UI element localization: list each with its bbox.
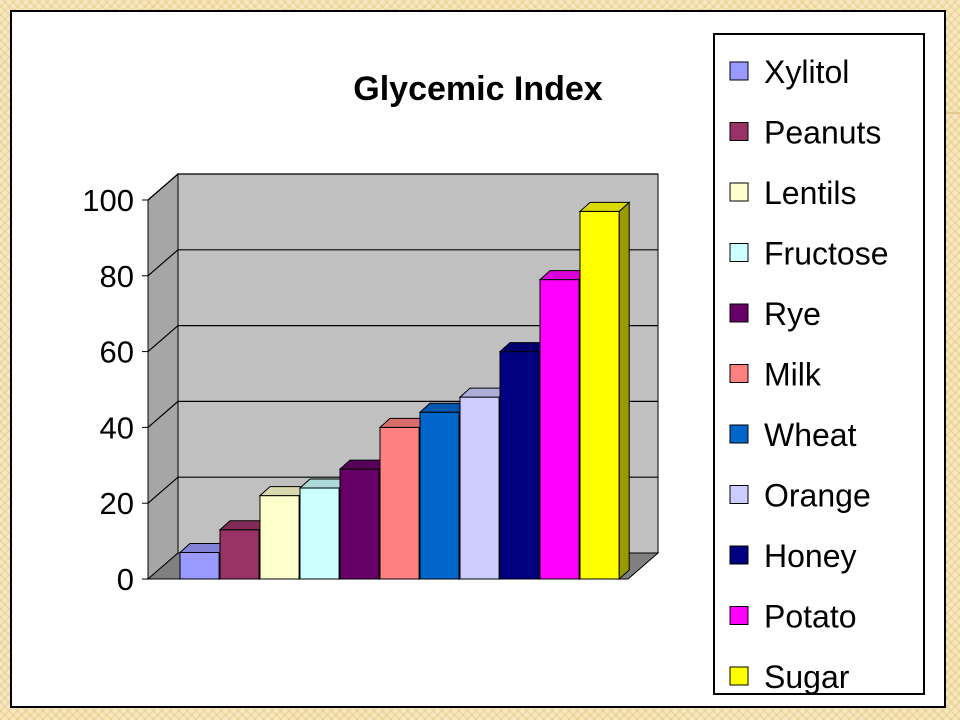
- y-tick-label-60: 60: [100, 335, 134, 370]
- legend: Xylitol Peanuts Lentils Fructose Rye Milk Whea…: [713, 33, 925, 695]
- bar-front-xylitol: [179, 551, 220, 580]
- legend-item-wheat: Wheat: [729, 417, 857, 453]
- gridline-80: [147, 249, 658, 277]
- bar-front-honey: [499, 351, 540, 580]
- chart-title: Glycemic Index: [353, 70, 603, 108]
- legend-swatch-milk: [729, 364, 749, 383]
- bar-front-wheat: [419, 411, 460, 580]
- legend-swatch-honey: [729, 545, 749, 565]
- legend-item-fructose: Fructose: [729, 236, 888, 272]
- legend-item-lentils: Lentils: [729, 175, 857, 211]
- bar-front-lentils: [259, 495, 300, 580]
- chart-frame: Glycemic Index 0 20 40 60 80 100 Xylitol Peanu…: [10, 10, 946, 708]
- legend-item-potato: Potato: [729, 599, 857, 635]
- legend-label-milk: Milk: [764, 357, 822, 393]
- legend-swatch-wheat: [729, 424, 749, 444]
- legend-item-xylitol: Xylitol: [729, 54, 849, 90]
- legend-item-peanuts: Peanuts: [729, 115, 881, 151]
- bar-front-sugar: [579, 210, 620, 580]
- bar-front-rye: [339, 468, 380, 580]
- legend-swatch-rye: [729, 303, 749, 323]
- bar-front-peanuts: [219, 529, 260, 580]
- legend-swatch-fructose: [729, 243, 749, 262]
- bar-sugar: [578, 201, 631, 581]
- legend-label-orange: Orange: [764, 478, 871, 514]
- legend-item-rye: Rye: [729, 296, 821, 332]
- legend-item-orange: Orange: [729, 478, 871, 514]
- legend-label-wheat: Wheat: [764, 417, 857, 453]
- bar-side-sugar: [618, 201, 630, 581]
- bars: [178, 201, 631, 581]
- legend-label-fructose: Fructose: [764, 236, 888, 272]
- bar-front-milk: [379, 426, 420, 580]
- legend-label-honey: Honey: [764, 538, 857, 574]
- side-wall: [147, 172, 179, 581]
- gridline-60: [147, 325, 658, 353]
- legend-swatch-xylitol: [729, 61, 749, 81]
- y-tick-label-20: 20: [100, 486, 134, 521]
- legend-label-rye: Rye: [764, 296, 821, 332]
- gridline-100: [147, 173, 658, 201]
- legend-label-sugar: Sugar: [764, 659, 850, 695]
- bar-front-orange: [459, 396, 500, 580]
- legend-swatch-orange: [729, 485, 749, 504]
- legend-label-xylitol: Xylitol: [764, 54, 849, 90]
- y-tick-label-80: 80: [100, 259, 134, 294]
- legend-swatch-potato: [729, 606, 749, 625]
- bar-front-potato: [539, 279, 580, 580]
- legend-item-milk: Milk: [729, 357, 822, 393]
- legend-swatch-lentils: [729, 182, 749, 202]
- legend-label-peanuts: Peanuts: [764, 115, 881, 151]
- legend-item-sugar: Sugar: [729, 659, 850, 695]
- glycemic-index-chart: Glycemic Index 0 20 40 60 80 100 Xylitol Peanu…: [82, 33, 925, 695]
- legend-item-honey: Honey: [729, 538, 857, 574]
- bar-top-sugar: [578, 201, 631, 212]
- legend-swatch-peanuts: [729, 122, 749, 141]
- bar-front-fructose: [299, 487, 340, 580]
- legend-label-potato: Potato: [764, 599, 857, 635]
- legend-label-lentils: Lentils: [764, 175, 857, 211]
- legend-box: [713, 33, 925, 695]
- legend-swatch-sugar: [729, 666, 749, 686]
- y-tick-label-100: 100: [82, 183, 134, 218]
- y-axis-ticks: 0 20 40 60 80 100: [82, 183, 148, 597]
- y-tick-label-40: 40: [100, 410, 134, 445]
- y-tick-label-0: 0: [117, 562, 134, 597]
